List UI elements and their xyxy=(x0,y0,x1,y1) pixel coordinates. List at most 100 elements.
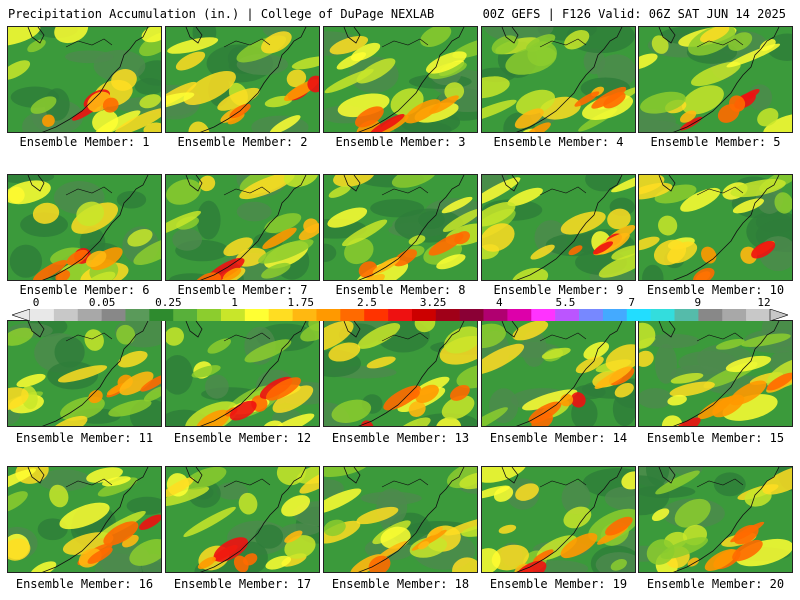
lake-outline xyxy=(27,175,45,192)
ensemble-panel xyxy=(638,26,793,133)
panel-label: Ensemble Member: 9 xyxy=(493,283,624,297)
colorbar-segment xyxy=(388,309,413,321)
colorbar-tick-label: 0.25 xyxy=(155,296,182,309)
state-border xyxy=(696,478,744,488)
ensemble-panel xyxy=(638,466,793,573)
colorbar-arrow-left xyxy=(12,309,31,321)
lake-outline xyxy=(343,467,361,484)
colorbar-segment xyxy=(435,309,460,321)
lake-outline xyxy=(501,321,519,338)
colorbar-segment xyxy=(674,309,699,321)
colorbar-segment xyxy=(459,309,484,321)
coastline xyxy=(42,467,149,572)
panel-label: Ensemble Member: 6 xyxy=(19,283,150,297)
precip-map xyxy=(8,467,161,572)
panel-label: Ensemble Member: 7 xyxy=(177,283,308,297)
colorbar-segment xyxy=(746,309,771,321)
colorbar-tick-label: 7 xyxy=(628,296,635,309)
state-border xyxy=(381,186,429,196)
colorbar-segment xyxy=(531,309,556,321)
state-border xyxy=(696,186,744,196)
lake-outline xyxy=(185,27,203,44)
coastline xyxy=(516,321,623,426)
lake-outline xyxy=(343,175,361,192)
precip-map xyxy=(166,467,319,572)
precip-map xyxy=(482,467,635,572)
colorbar-tick-label: 0.05 xyxy=(88,296,116,309)
lake-outline xyxy=(658,175,676,192)
precip-map xyxy=(8,175,161,280)
coastline xyxy=(516,467,623,572)
colorbar-segment xyxy=(220,309,246,321)
lake-outline xyxy=(27,321,45,338)
colorbar-segment xyxy=(698,309,723,321)
precip-map xyxy=(324,175,477,280)
state-border xyxy=(381,38,429,48)
panel-label: Ensemble Member: 19 xyxy=(489,577,628,591)
panel-label: Ensemble Member: 16 xyxy=(15,577,154,591)
colorbar-segment xyxy=(30,309,55,321)
colorbar-segment xyxy=(722,309,747,321)
coastline xyxy=(673,27,780,132)
precip-map xyxy=(8,321,161,426)
colorbar-segment xyxy=(579,309,604,321)
panel-label: Ensemble Member: 18 xyxy=(331,577,470,591)
coastline xyxy=(358,321,465,426)
precip-map xyxy=(482,27,635,132)
state-border xyxy=(696,332,744,342)
precip-map xyxy=(639,467,792,572)
ensemble-panel xyxy=(165,466,320,573)
lake-outline xyxy=(658,321,676,338)
colorbar-tick-label: 3.25 xyxy=(419,296,447,309)
ensemble-panel xyxy=(323,26,478,133)
panel-label: Ensemble Member: 8 xyxy=(335,283,466,297)
state-border xyxy=(539,332,587,342)
state-border xyxy=(539,38,587,48)
colorbar-segment xyxy=(483,309,508,321)
lake-outline xyxy=(27,27,45,44)
coastline xyxy=(358,175,465,280)
state-border xyxy=(539,478,587,488)
coastline xyxy=(42,27,149,132)
ensemble-panel xyxy=(638,174,793,281)
ensemble-panel xyxy=(165,174,320,281)
ensemble-panel xyxy=(323,174,478,281)
lake-outline xyxy=(185,467,203,484)
header: Precipitation Accumulation (in.) | Colle… xyxy=(0,0,800,24)
colorbar-tick-label: 4 xyxy=(495,296,503,309)
coastline xyxy=(516,27,623,132)
precip-map xyxy=(324,321,477,426)
state-border xyxy=(696,38,744,48)
precip-map xyxy=(639,175,792,280)
colorbar-segment xyxy=(626,309,651,321)
ensemble-panel xyxy=(165,26,320,133)
coastline xyxy=(42,175,149,280)
colorbar-segment xyxy=(555,309,580,321)
colorbar-tick-label: 9 xyxy=(694,296,702,309)
coastline xyxy=(42,321,149,426)
colorbar-segment xyxy=(197,309,222,321)
lake-outline xyxy=(185,321,203,338)
colorbar-segment xyxy=(77,309,102,321)
panel-label: Ensemble Member: 13 xyxy=(331,431,470,445)
ensemble-panel xyxy=(481,466,636,573)
lake-outline xyxy=(501,27,519,44)
coastline xyxy=(516,175,623,280)
precip-map xyxy=(166,321,319,426)
panel-label: Ensemble Member: 12 xyxy=(173,431,312,445)
panel-label: Ensemble Member: 14 xyxy=(489,431,628,445)
precip-map xyxy=(324,27,477,132)
colorbar-tick-label: 12 xyxy=(757,296,771,309)
ensemble-panel xyxy=(7,466,162,573)
precip-map xyxy=(482,175,635,280)
colorbar: 0 0.05 0.25 1 1.75 2.5 3.25 4 5.5 7 9 12 xyxy=(12,296,788,322)
colorbar-segment xyxy=(101,309,126,321)
colorbar-tick-label: 1.75 xyxy=(287,296,314,309)
coastline xyxy=(200,467,307,572)
precip-map xyxy=(166,27,319,132)
colorbar-segment xyxy=(650,309,675,321)
colorbar-tick-label: 1 xyxy=(231,296,238,309)
panel-label: Ensemble Member: 17 xyxy=(173,577,312,591)
state-border xyxy=(223,38,271,48)
colorbar-segment xyxy=(268,309,293,321)
